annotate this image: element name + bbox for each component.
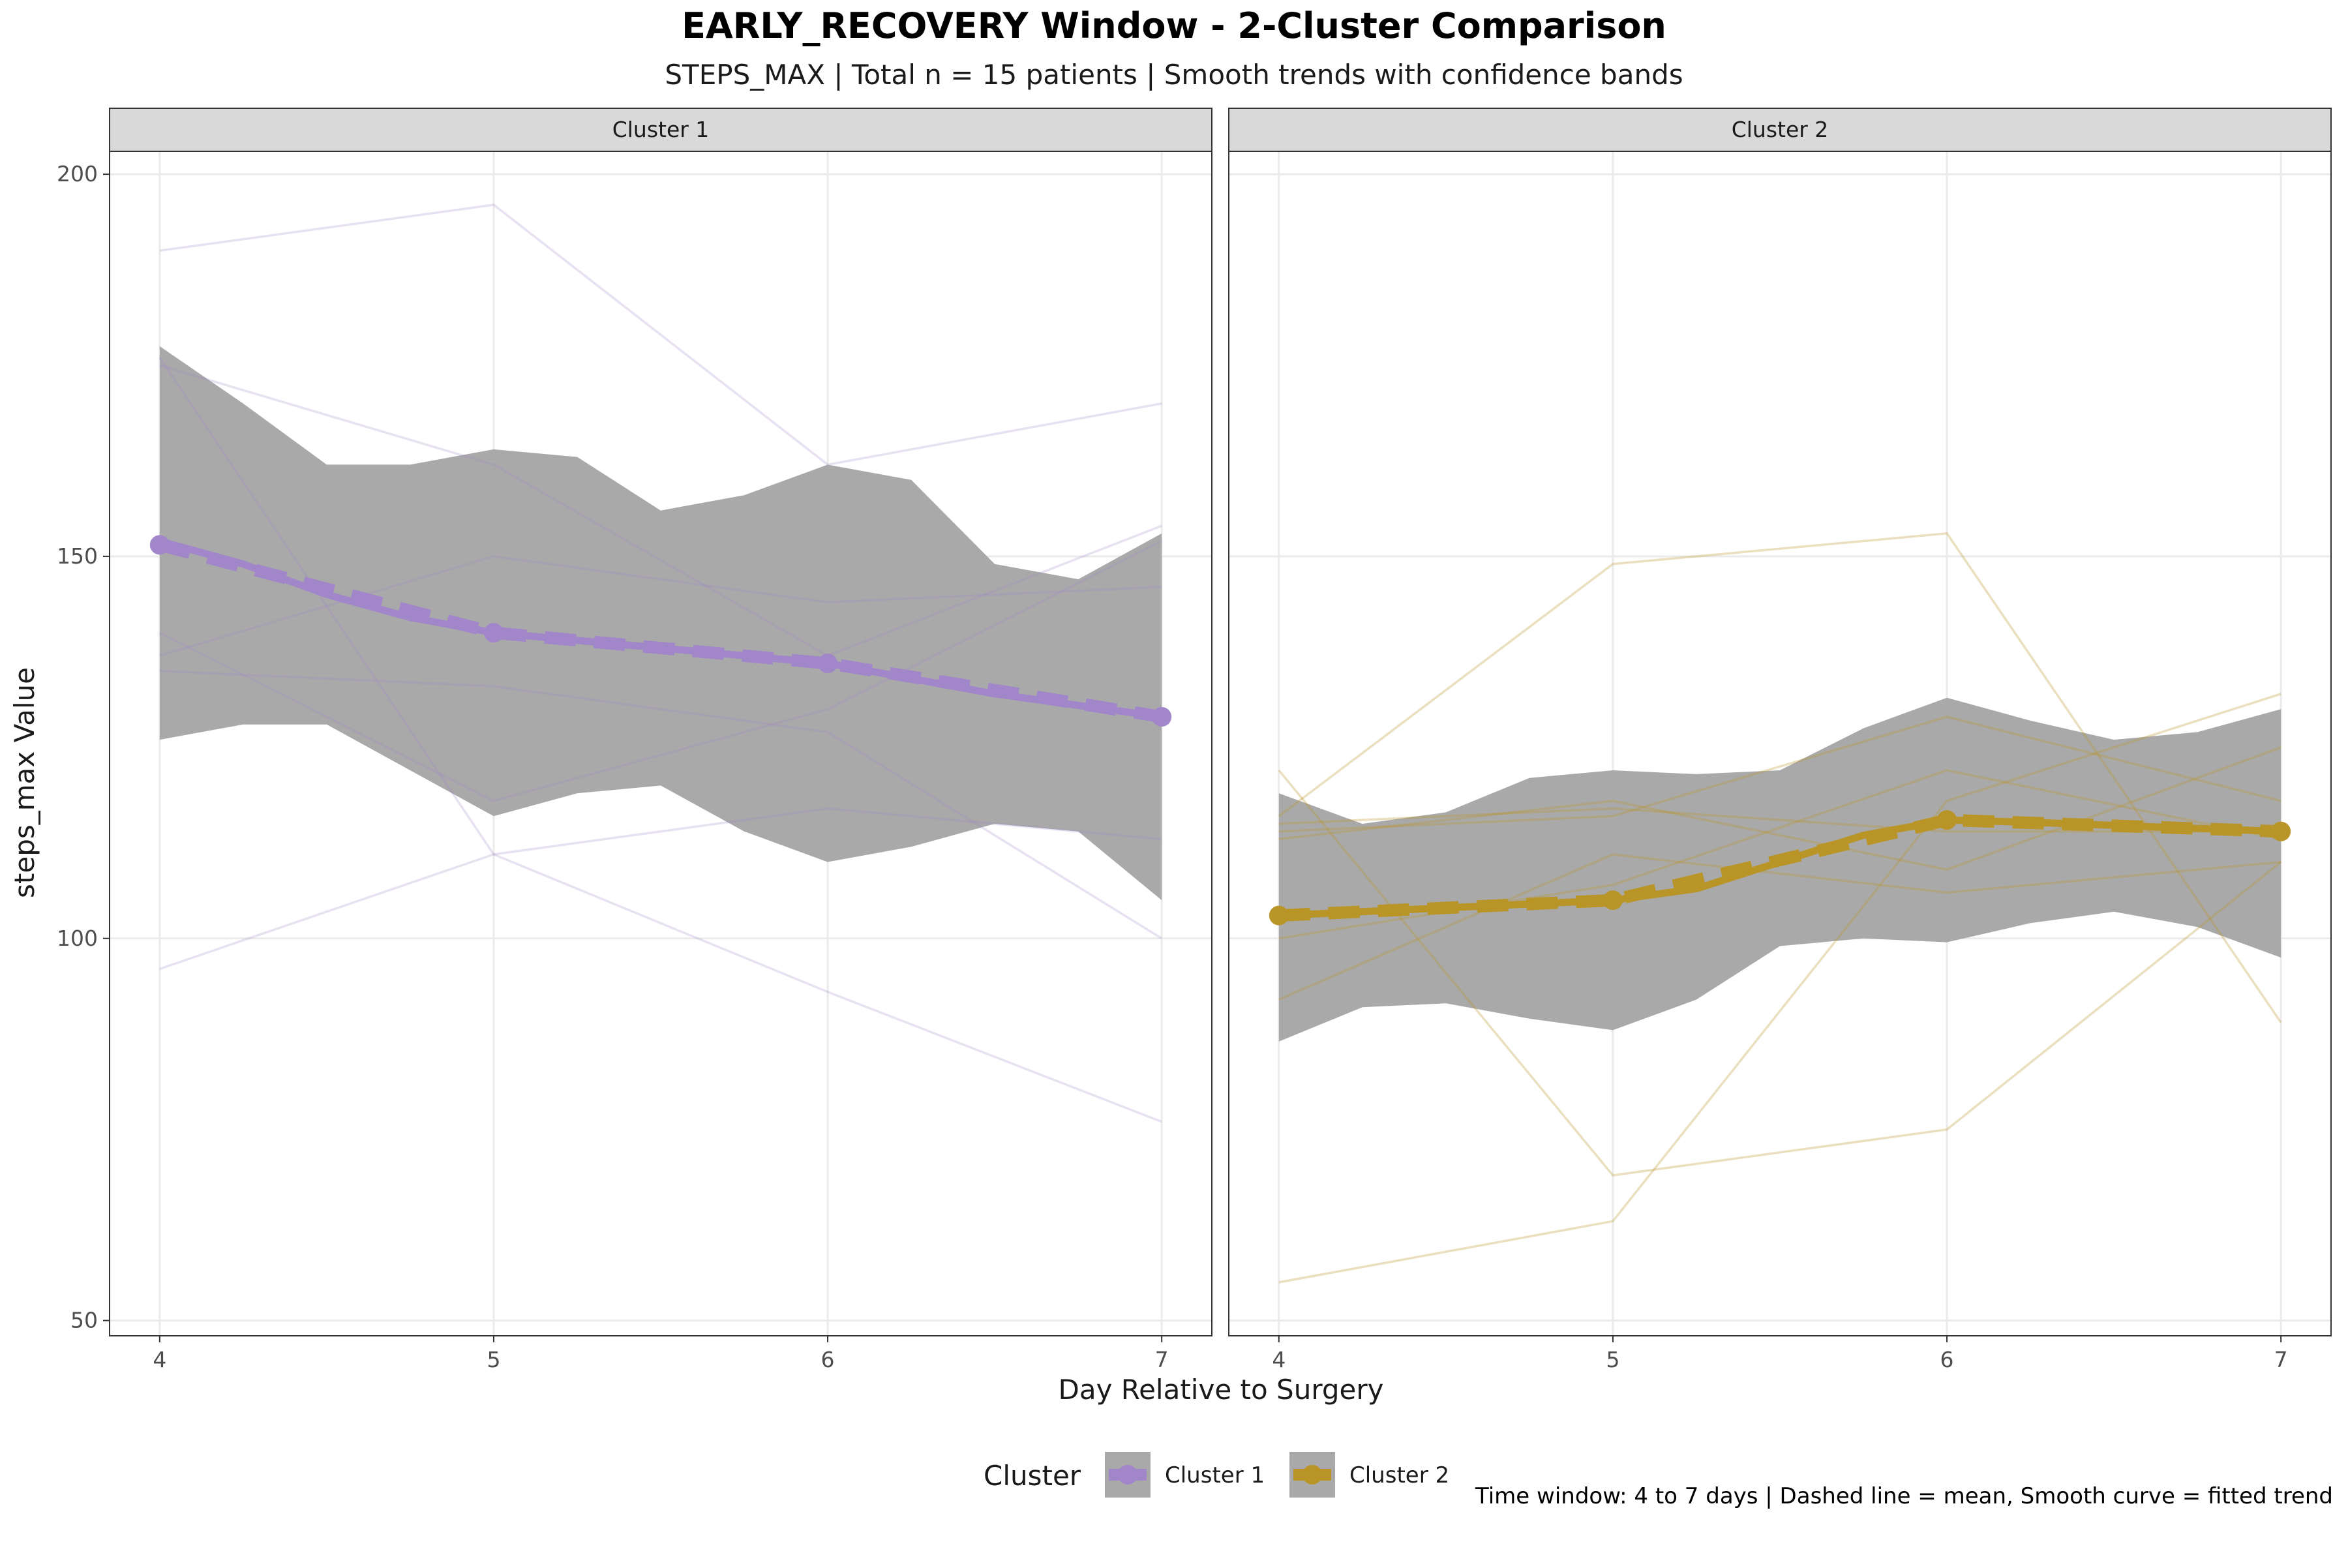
individual-line [1278,853,2281,1001]
individual-line [159,204,1162,466]
x-tick-label: 6 [1940,1347,1954,1372]
x-tick-label: 5 [1606,1347,1619,1372]
individual-line [159,539,1162,802]
panel-strip [109,108,1212,152]
panel-border [109,151,1212,1336]
y-tick-label: 200 [57,161,98,187]
y-tick-label: 100 [57,926,98,951]
chart-subtitle: STEPS_MAX | Total n = 15 patients | Smoo… [665,59,1683,91]
chart-title: EARLY_RECOVERY Window - 2-Cluster Compar… [682,5,1666,46]
legend-label: Cluster 1 [1165,1462,1265,1488]
mean-point [1603,890,1623,911]
legend-entry: Cluster 1 [1105,1452,1265,1498]
x-axis-label: Day Relative to Surgery [1059,1374,1384,1406]
confidence-band [1278,697,2281,1042]
x-tick-label: 4 [1272,1347,1286,1372]
mean-point [149,535,170,555]
individual-line [159,669,1163,940]
panel-2: Cluster 2 4 5 6 7 [1228,108,2332,1372]
individual-line [159,807,1162,971]
mean-point [2271,821,2291,841]
individual-line [158,357,1162,1123]
panel-strip-label: Cluster 2 [1732,117,1829,142]
panel-strip-label: Cluster 1 [612,117,710,142]
legend-entry: Cluster 2 [1289,1452,1449,1498]
individual-line [1278,716,2281,833]
individual-line [1278,532,2282,1023]
individual-line [159,555,1162,657]
individual-line [1278,746,2281,871]
legend-key-point [1302,1465,1322,1485]
legend-key-point [1118,1465,1137,1485]
y-axis-label: steps_max Value [8,667,40,898]
individual-line [1278,693,2281,1284]
legend-title: Cluster [984,1460,1081,1492]
mean-point [1152,706,1172,727]
mean-point [1937,810,1957,830]
mean-point [818,653,838,673]
x-tick-label: 4 [153,1347,166,1372]
mean-line [1278,813,2281,922]
y-tick-label: 150 [57,543,98,569]
legend: Cluster Cluster 1 Cluster 2 [984,1452,1449,1498]
x-tick-label: 7 [2274,1347,2288,1372]
individual-line [159,364,1162,657]
mean-point [1269,905,1289,926]
panel-border [1228,151,2332,1336]
legend-label: Cluster 2 [1349,1462,1449,1488]
y-tick-label: 50 [70,1308,98,1333]
panel-strip [1228,108,2332,152]
confidence-band [159,346,1162,901]
individual-line [1278,769,2282,1177]
mean-line [158,539,1163,723]
x-tick-label: 6 [821,1347,835,1372]
panels-layer: Cluster 1 4 5 6 7 50 100 150 200 Cluster 2 4 5 6 7 [57,108,2332,1372]
x-tick-label: 5 [487,1347,500,1372]
panel-1: Cluster 1 4 5 6 7 50 100 150 200 [57,108,1212,1372]
mean-point [483,623,504,643]
chart-caption: Time window: 4 to 7 days | Dashed line =… [1475,1483,2333,1509]
x-tick-label: 7 [1155,1347,1169,1372]
